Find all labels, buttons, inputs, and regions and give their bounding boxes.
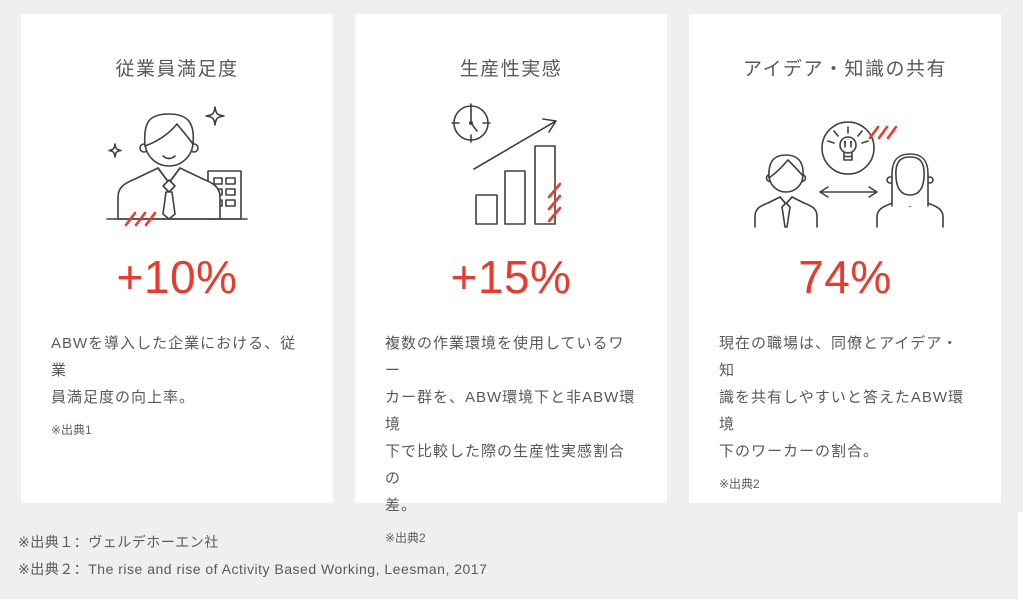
card-title: 生産性実感	[459, 59, 563, 80]
clock-growth-chart-icon	[451, 101, 571, 234]
stat-value: +10%	[116, 251, 238, 303]
stat-description: ABWを導入した企業における、従業 員満足度の向上率。	[51, 335, 297, 406]
footnotes: ※出典１：ヴェルデホーエン社 ※出典２：The rise and rise of…	[18, 529, 1023, 583]
source-note: ※出典2	[385, 531, 426, 545]
source-note: ※出典2	[719, 477, 760, 491]
stat-description: 現在の職場は、同僚とアイデア・知 識を共有しやすいと答えたABW環境 下のワーカ…	[719, 335, 965, 460]
stat-cards-row: 従業員満足度	[21, 14, 1001, 545]
right-edge-strip	[1018, 512, 1023, 599]
stat-value: 74%	[798, 251, 892, 303]
card-title: 従業員満足度	[115, 59, 239, 80]
stat-card-employee-satisfaction: 従業員満足度	[21, 14, 333, 503]
stat-description: 複数の作業環境を使用しているワー カー群を、ABW環境下と非ABW環境 下で比較…	[385, 335, 636, 514]
stat-value: +15%	[450, 251, 572, 303]
stat-card-idea-sharing: アイデア・知識の共有	[689, 14, 1001, 503]
businessman-building-icon	[102, 91, 252, 234]
source-note: ※出典1	[51, 423, 92, 437]
footnote-source-1: ※出典１：ヴェルデホーエン社	[18, 534, 219, 550]
card-title: アイデア・知識の共有	[742, 59, 948, 80]
idea-sharing-people-icon	[742, 114, 962, 234]
footnote-source-2: ※出典２：The rise and rise of Activity Based…	[18, 561, 488, 577]
stat-card-productivity: 生産性実感 +15%	[355, 14, 667, 545]
